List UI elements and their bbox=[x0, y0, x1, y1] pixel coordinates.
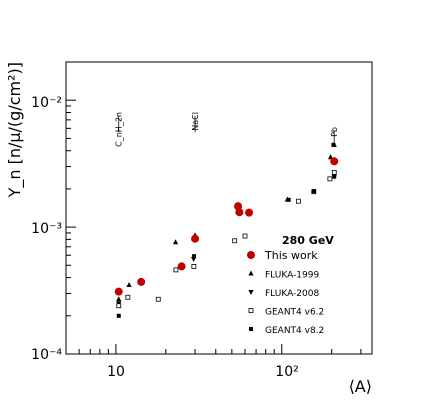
material-label: C_nH_2n bbox=[115, 112, 124, 147]
point-this-work bbox=[114, 287, 123, 296]
point-geant4-v6-2 bbox=[242, 233, 248, 239]
point-fluka-1999 bbox=[173, 239, 179, 245]
legend-label-fluka-1999: FLUKA-1999 bbox=[265, 271, 319, 281]
point-geant4-v8-2 bbox=[286, 197, 291, 202]
legend-title: 280 GeV bbox=[282, 234, 334, 247]
y-axis-label: Y_n [n/μ/(g/cm²)] bbox=[5, 62, 25, 198]
material-label: Pb bbox=[330, 127, 339, 137]
legend-label-geant4-v6-2: GEANT4 v6.2 bbox=[265, 308, 324, 318]
point-geant4-v6-2 bbox=[232, 238, 238, 244]
point-geant4-v6-2 bbox=[327, 176, 333, 182]
legend-label-geant4-v8-2: GEANT4 v8.2 bbox=[265, 326, 324, 336]
x-tick-label-10: 10 bbox=[107, 364, 125, 380]
point-geant4-v6-2 bbox=[116, 303, 122, 309]
point-this-work bbox=[191, 234, 200, 243]
point-geant4-v6-2 bbox=[125, 294, 131, 300]
legend: 280 GeV This work FLUKA-1999 FLUKA-2008 GEA… bbox=[247, 234, 334, 336]
point-this-work bbox=[177, 262, 186, 271]
point-geant4-v6-2 bbox=[155, 296, 161, 302]
point-this-work bbox=[137, 277, 146, 286]
point-fluka-1999 bbox=[126, 281, 132, 287]
point-this-work bbox=[245, 208, 254, 217]
legend-label-this-work: This work bbox=[264, 249, 318, 262]
legend-label-fluka-2008: FLUKA-2008 bbox=[265, 289, 319, 299]
point-this-work bbox=[234, 202, 243, 211]
x-axis-label: ⟨A⟩ bbox=[349, 377, 372, 396]
axis-ticks bbox=[65, 61, 362, 355]
point-geant4-v6-2 bbox=[173, 267, 179, 273]
point-geant4-v6-2 bbox=[296, 198, 301, 204]
point-geant4-v8-2 bbox=[331, 142, 336, 147]
data-marks bbox=[114, 141, 339, 318]
legend-marker-geant4-v8-2 bbox=[249, 327, 253, 331]
legend-marker-fluka-2008 bbox=[248, 290, 254, 295]
point-fluka-2008 bbox=[190, 257, 197, 263]
point-geant4-v8-2 bbox=[311, 189, 316, 194]
point-this-work bbox=[235, 208, 244, 217]
point-geant4-v8-2 bbox=[332, 174, 337, 179]
legend-marker-this-work bbox=[247, 251, 255, 259]
y-tick-label-1e-3: 10⁻³ bbox=[31, 221, 62, 237]
legend-entries: This work FLUKA-1999 FLUKA-2008 GEANT4 v6.2… bbox=[247, 249, 324, 336]
x-tick-label-100: 10² bbox=[275, 364, 298, 380]
point-geant4-v6-2 bbox=[191, 264, 197, 269]
y-tick-label-1e-2: 10⁻² bbox=[31, 95, 62, 111]
point-fluka-1999 bbox=[328, 154, 334, 160]
point-this-work bbox=[330, 157, 339, 166]
legend-marker-fluka-1999 bbox=[248, 270, 254, 276]
material-label: NaCl bbox=[191, 112, 200, 131]
point-fluka-1999 bbox=[116, 296, 122, 302]
point-geant4-v8-2 bbox=[192, 254, 197, 259]
material-labels: C_nH_2n NaCl Pb bbox=[115, 112, 339, 147]
legend-marker-geant4-v6-2 bbox=[248, 308, 254, 313]
plot-frame bbox=[65, 61, 373, 355]
point-geant4-v6-2 bbox=[331, 169, 337, 175]
point-geant4-v8-2 bbox=[116, 313, 121, 318]
y-tick-label-1e-4: 10⁻⁴ bbox=[31, 347, 62, 363]
